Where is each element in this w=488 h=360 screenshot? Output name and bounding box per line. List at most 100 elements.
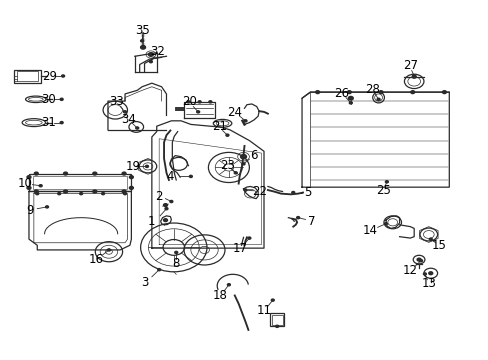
Circle shape: [34, 190, 38, 193]
Text: 25: 25: [375, 184, 390, 197]
Text: 23: 23: [220, 159, 234, 172]
Circle shape: [412, 75, 415, 77]
Circle shape: [376, 98, 379, 100]
Circle shape: [275, 325, 278, 327]
Text: 31: 31: [41, 116, 56, 129]
Circle shape: [45, 206, 48, 208]
Circle shape: [296, 217, 299, 219]
Circle shape: [198, 101, 201, 103]
Circle shape: [58, 193, 61, 195]
Circle shape: [122, 190, 126, 193]
Circle shape: [93, 172, 97, 175]
Circle shape: [34, 172, 38, 175]
Bar: [29, 174, 131, 192]
Circle shape: [189, 175, 192, 177]
Circle shape: [27, 176, 31, 179]
Text: 30: 30: [41, 93, 56, 106]
Circle shape: [411, 75, 415, 78]
Circle shape: [80, 193, 82, 195]
Circle shape: [385, 181, 387, 183]
Circle shape: [423, 273, 426, 275]
Circle shape: [93, 190, 97, 193]
Text: 7: 7: [307, 215, 315, 228]
Circle shape: [36, 193, 39, 195]
Circle shape: [384, 223, 386, 225]
Circle shape: [378, 91, 382, 94]
Text: 4: 4: [166, 170, 174, 183]
Text: 12: 12: [402, 264, 417, 277]
Text: 13: 13: [421, 278, 435, 291]
Circle shape: [123, 111, 126, 113]
Circle shape: [419, 260, 422, 262]
Text: 16: 16: [88, 253, 103, 266]
Circle shape: [145, 165, 148, 167]
Text: 8: 8: [172, 257, 180, 270]
Circle shape: [39, 185, 42, 187]
Text: 10: 10: [18, 177, 32, 190]
Circle shape: [346, 91, 350, 94]
Circle shape: [208, 101, 211, 103]
Text: 33: 33: [109, 95, 124, 108]
Circle shape: [347, 96, 352, 100]
Circle shape: [244, 189, 246, 191]
Text: 26: 26: [334, 87, 349, 100]
Text: 27: 27: [402, 59, 417, 72]
Circle shape: [315, 91, 319, 94]
Circle shape: [186, 101, 189, 103]
Text: 24: 24: [227, 106, 242, 119]
Bar: [269, 313, 284, 326]
Circle shape: [428, 238, 431, 240]
Circle shape: [149, 60, 152, 63]
Circle shape: [102, 193, 104, 195]
Bar: [14, 69, 41, 83]
Circle shape: [225, 134, 228, 136]
Text: 18: 18: [212, 289, 227, 302]
Circle shape: [242, 163, 244, 165]
Circle shape: [291, 192, 294, 194]
Bar: [17, 71, 38, 81]
Text: 19: 19: [125, 160, 141, 173]
Polygon shape: [152, 121, 264, 248]
Text: 2: 2: [155, 190, 163, 203]
Text: 6: 6: [250, 149, 258, 162]
Text: 32: 32: [150, 45, 165, 58]
Circle shape: [169, 201, 172, 203]
Text: 17: 17: [233, 242, 247, 255]
Bar: [33, 176, 127, 189]
Text: 3: 3: [141, 276, 148, 289]
Circle shape: [348, 102, 351, 104]
Text: 20: 20: [182, 95, 197, 108]
Circle shape: [129, 176, 133, 179]
Circle shape: [141, 45, 145, 49]
Text: 14: 14: [362, 224, 377, 237]
Circle shape: [136, 127, 139, 129]
Text: 22: 22: [251, 185, 266, 198]
Text: 15: 15: [431, 239, 446, 252]
Circle shape: [227, 284, 230, 286]
Text: 9: 9: [26, 204, 34, 217]
Circle shape: [174, 251, 177, 253]
Circle shape: [163, 204, 167, 207]
Circle shape: [107, 249, 110, 251]
Circle shape: [148, 53, 153, 56]
Circle shape: [442, 91, 446, 94]
Circle shape: [163, 219, 167, 222]
Circle shape: [416, 258, 420, 261]
Text: 28: 28: [364, 83, 379, 96]
Circle shape: [196, 111, 199, 113]
Text: 29: 29: [42, 69, 57, 82]
Circle shape: [410, 91, 414, 94]
Text: 34: 34: [121, 113, 136, 126]
Circle shape: [123, 193, 126, 195]
Text: 1: 1: [148, 215, 155, 228]
Circle shape: [27, 186, 31, 189]
Circle shape: [428, 272, 432, 275]
Circle shape: [60, 98, 63, 100]
Circle shape: [61, 75, 64, 77]
Circle shape: [141, 40, 143, 42]
Circle shape: [247, 237, 250, 239]
Circle shape: [158, 269, 160, 271]
Text: 21: 21: [211, 121, 226, 134]
Circle shape: [234, 172, 237, 174]
Circle shape: [63, 172, 67, 175]
